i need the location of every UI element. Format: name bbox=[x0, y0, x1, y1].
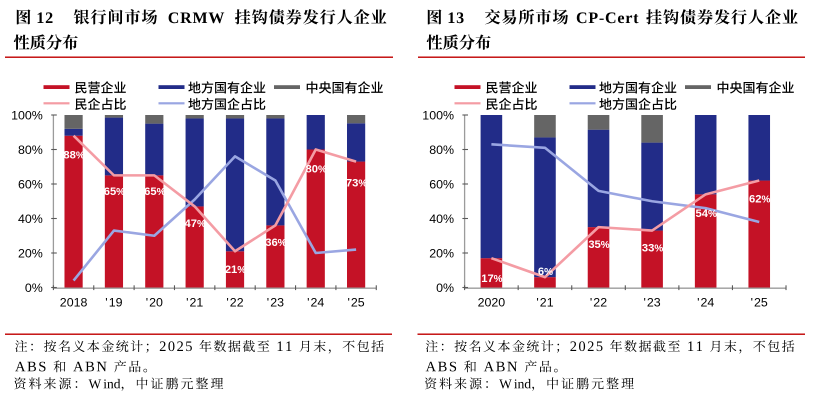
svg-text:2020: 2020 bbox=[478, 296, 506, 310]
svg-text:35%: 35% bbox=[588, 239, 609, 251]
svg-text:' 19: ' 19 bbox=[105, 296, 122, 310]
svg-text:20%: 20% bbox=[429, 246, 454, 260]
svg-text:73%: 73% bbox=[346, 177, 367, 189]
svg-text:88%: 88% bbox=[63, 150, 84, 162]
svg-text:33%: 33% bbox=[642, 242, 663, 254]
svg-text:' 21: ' 21 bbox=[186, 296, 203, 310]
svg-text:65%: 65% bbox=[104, 186, 125, 198]
svg-text:' 25: ' 25 bbox=[348, 296, 365, 310]
svg-text:' 21: ' 21 bbox=[536, 296, 553, 310]
svg-text:80%: 80% bbox=[306, 163, 327, 175]
svg-text:100%: 100% bbox=[422, 108, 454, 122]
svg-text:20%: 20% bbox=[18, 246, 43, 260]
svg-text:80%: 80% bbox=[429, 143, 454, 157]
svg-text:' 24: ' 24 bbox=[697, 296, 714, 310]
svg-text:0%: 0% bbox=[436, 281, 454, 295]
svg-text:54%: 54% bbox=[696, 208, 717, 220]
svg-text:21%: 21% bbox=[225, 264, 246, 276]
svg-text:40%: 40% bbox=[429, 212, 454, 226]
svg-text:2018: 2018 bbox=[60, 296, 88, 310]
svg-text:' 20: ' 20 bbox=[146, 296, 163, 310]
svg-text:' 22: ' 22 bbox=[226, 296, 243, 310]
svg-text:17%: 17% bbox=[481, 273, 502, 285]
svg-text:60%: 60% bbox=[429, 177, 454, 191]
svg-text:47%: 47% bbox=[185, 218, 206, 230]
svg-text:65%: 65% bbox=[144, 186, 165, 198]
svg-text:36%: 36% bbox=[265, 237, 286, 249]
svg-text:' 23: ' 23 bbox=[267, 296, 284, 310]
svg-text:0%: 0% bbox=[25, 281, 43, 295]
svg-text:' 24: ' 24 bbox=[307, 296, 324, 310]
svg-text:' 23: ' 23 bbox=[644, 296, 661, 310]
svg-text:80%: 80% bbox=[18, 143, 43, 157]
svg-text:62%: 62% bbox=[749, 193, 770, 205]
svg-text:' 22: ' 22 bbox=[590, 296, 607, 310]
svg-text:60%: 60% bbox=[18, 177, 43, 191]
svg-text:' 25: ' 25 bbox=[751, 296, 768, 310]
svg-text:40%: 40% bbox=[18, 212, 43, 226]
svg-text:6%: 6% bbox=[538, 266, 553, 278]
svg-text:100%: 100% bbox=[11, 108, 43, 122]
